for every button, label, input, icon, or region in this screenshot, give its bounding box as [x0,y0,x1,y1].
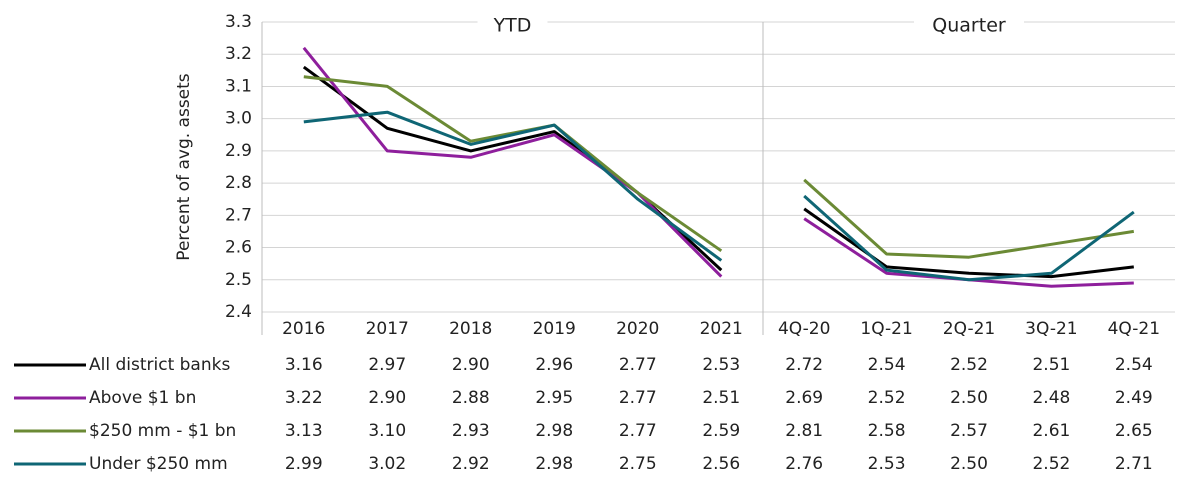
y-tick-label: 3.2 [225,44,252,64]
x-tick-label: 2Q-21 [943,319,995,339]
y-tick-label: 2.7 [225,205,252,225]
table-value: 2.90 [452,355,490,375]
table-value: 2.69 [785,388,823,408]
x-tick-label: 2019 [533,319,576,339]
x-tick-label: 3Q-21 [1025,319,1077,339]
table-value: 3.16 [285,355,323,375]
table-value: 2.97 [368,355,406,375]
table-value: 2.54 [1115,355,1153,375]
series-line [803,207,1134,279]
table-value: 2.53 [868,454,906,474]
y-tick-label: 3.0 [225,109,252,129]
y-tick-label: 2.5 [225,270,252,290]
x-tick-label: 2020 [616,319,659,339]
table-value: 2.59 [702,421,740,441]
table-value: 3.02 [368,454,406,474]
series-line [302,46,723,278]
table-value: 2.58 [868,421,906,441]
x-tick-label: 2017 [366,319,409,339]
y-tick-label: 3.3 [225,12,252,32]
table-value: 2.75 [619,454,657,474]
table-value: 2.98 [535,421,573,441]
table-value: 2.99 [285,454,323,474]
table-value: 2.50 [950,388,988,408]
table-value: 2.65 [1115,421,1153,441]
table-value: 2.57 [950,421,988,441]
y-tick-label: 2.4 [225,302,252,322]
table-value: 2.95 [535,388,573,408]
table-value: 2.92 [452,454,490,474]
table-value: 2.52 [1032,454,1070,474]
y-tick-label: 3.1 [225,76,252,96]
table-value: 2.71 [1115,454,1153,474]
table-value: 3.13 [285,421,323,441]
table-value: 2.77 [619,355,657,375]
series-line [303,110,723,262]
table-value: 2.51 [702,388,740,408]
table-value: 2.76 [785,454,823,474]
series-line [803,217,1134,288]
table-value: 2.52 [950,355,988,375]
legend-label: Above $1 bn [89,388,196,408]
table-value: 2.49 [1115,388,1153,408]
table-value: 2.93 [452,421,490,441]
title-background [914,10,1024,34]
table-value: 2.98 [535,454,573,474]
panel-title: YTD [493,15,532,37]
x-tick-label: 1Q-21 [860,319,912,339]
x-tick-label: 4Q-21 [1108,319,1160,339]
series-line [803,178,1135,259]
table-value: 2.90 [368,388,406,408]
x-tick-label: 2016 [282,319,325,339]
panel-title: Quarter [932,15,1006,37]
y-axis-label: Percent of avg. assets [174,73,194,260]
x-tick-label: 2021 [700,319,743,339]
series-line [302,65,723,272]
table-value: 2.77 [619,388,657,408]
y-tick-label: 2.9 [225,141,252,161]
table-value: 2.56 [702,454,740,474]
table-value: 2.52 [868,388,906,408]
table-value: 2.72 [785,355,823,375]
table-value: 2.96 [535,355,573,375]
legend-label: $250 mm - $1 bn [89,421,236,441]
title-background [477,10,548,34]
x-tick-label: 2018 [449,319,492,339]
y-tick-label: 2.6 [225,238,252,258]
table-value: 2.81 [785,421,823,441]
series-line [303,75,723,253]
x-tick-label: 4Q-20 [778,319,830,339]
table-value: 2.53 [702,355,740,375]
table-value: 2.54 [868,355,906,375]
table-value: 2.48 [1032,388,1070,408]
table-value: 3.22 [285,388,323,408]
table-value: 2.77 [619,421,657,441]
y-tick-label: 2.8 [225,173,252,193]
legend-label: All district banks [89,355,230,375]
table-value: 2.51 [1032,355,1070,375]
table-value: 2.50 [950,454,988,474]
table-value: 2.88 [452,388,490,408]
legend-label: Under $250 mm [89,454,228,474]
series-line [803,194,1135,282]
table-value: 3.10 [368,421,406,441]
table-value: 2.61 [1032,421,1070,441]
